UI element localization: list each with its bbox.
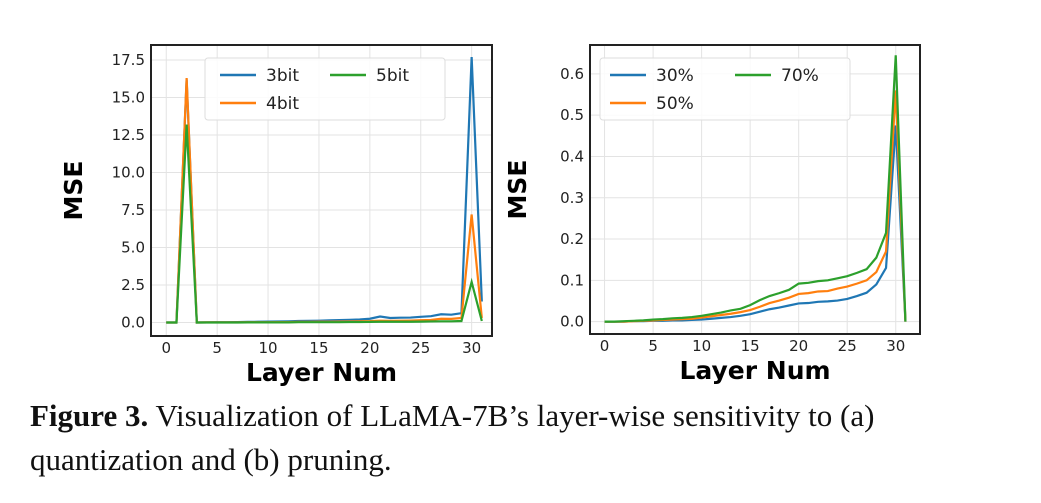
caption-label: Figure 3.: [30, 398, 149, 433]
x-tick-label: 0: [161, 339, 171, 357]
series-line-30%: [604, 125, 907, 323]
legend-label: 4bit: [266, 94, 299, 114]
x-tick-label: 30: [462, 339, 481, 357]
y-axis-label: MSE: [59, 161, 88, 221]
legend-label: 70%: [781, 66, 819, 86]
series-line-50%: [604, 90, 907, 323]
plot-frame: [150, 44, 493, 337]
legend-label: 50%: [656, 94, 694, 114]
legend-box: [204, 57, 446, 121]
y-tick-label: 0.1: [560, 271, 584, 289]
figure-caption: Figure 3. Visualization of LLaMA-7B’s la…: [30, 394, 1030, 482]
x-tick-label: 30: [886, 337, 905, 355]
y-tick-label: 0.5: [560, 106, 584, 124]
y-axis-label: MSE: [503, 160, 532, 220]
plot-frame: [589, 44, 921, 335]
y-tick-label: 0.0: [560, 313, 584, 331]
y-tick-label: 2.5: [121, 276, 145, 294]
x-tick-label: 5: [212, 339, 222, 357]
chart-1: 0 5 10 15 20 25 30 0.0 0.1 0.2 0.3 0.4 0.5 0.6 30% 50% 7…: [503, 44, 921, 385]
x-tick-label: 25: [838, 337, 857, 355]
legend-label: 3bit: [266, 66, 299, 86]
y-tick-label: 12.5: [112, 126, 145, 144]
legend-label: 30%: [656, 66, 694, 86]
x-tick-label: 20: [789, 337, 808, 355]
legend-box: [599, 57, 851, 121]
series-line-70%: [604, 55, 907, 323]
x-tick-label: 10: [259, 339, 278, 357]
y-tick-label: 0.6: [560, 65, 584, 83]
y-tick-label: 10.0: [112, 164, 145, 182]
y-tick-label: 15.0: [112, 89, 145, 107]
y-tick-label: 5.0: [121, 239, 145, 257]
y-tick-label: 0.2: [560, 230, 584, 248]
caption-text: Visualization of LLaMA-7B’s layer-wise s…: [30, 398, 875, 477]
y-tick-label: 7.5: [121, 201, 145, 219]
y-tick-label: 0.3: [560, 189, 584, 207]
x-axis-label: Layer Num: [246, 358, 397, 387]
x-tick-label: 20: [360, 339, 379, 357]
x-tick-label: 10: [692, 337, 711, 355]
x-tick-label: 15: [741, 337, 760, 355]
x-tick-label: 5: [648, 337, 658, 355]
x-tick-label: 25: [411, 339, 430, 357]
x-axis-label: Layer Num: [679, 356, 830, 385]
x-tick-label: 15: [309, 339, 328, 357]
legend-label: 5bit: [376, 66, 409, 86]
y-tick-label: 17.5: [112, 51, 145, 69]
chart-0: 0 5 10 15 20 25 30 0.0 2.5 5.0 7.5 10.0 12.5 15.0 17.5…: [59, 44, 493, 387]
y-tick-label: 0.0: [121, 314, 145, 332]
series-line-5bit: [166, 124, 483, 324]
y-tick-label: 0.4: [560, 147, 584, 165]
x-tick-label: 0: [600, 337, 610, 355]
